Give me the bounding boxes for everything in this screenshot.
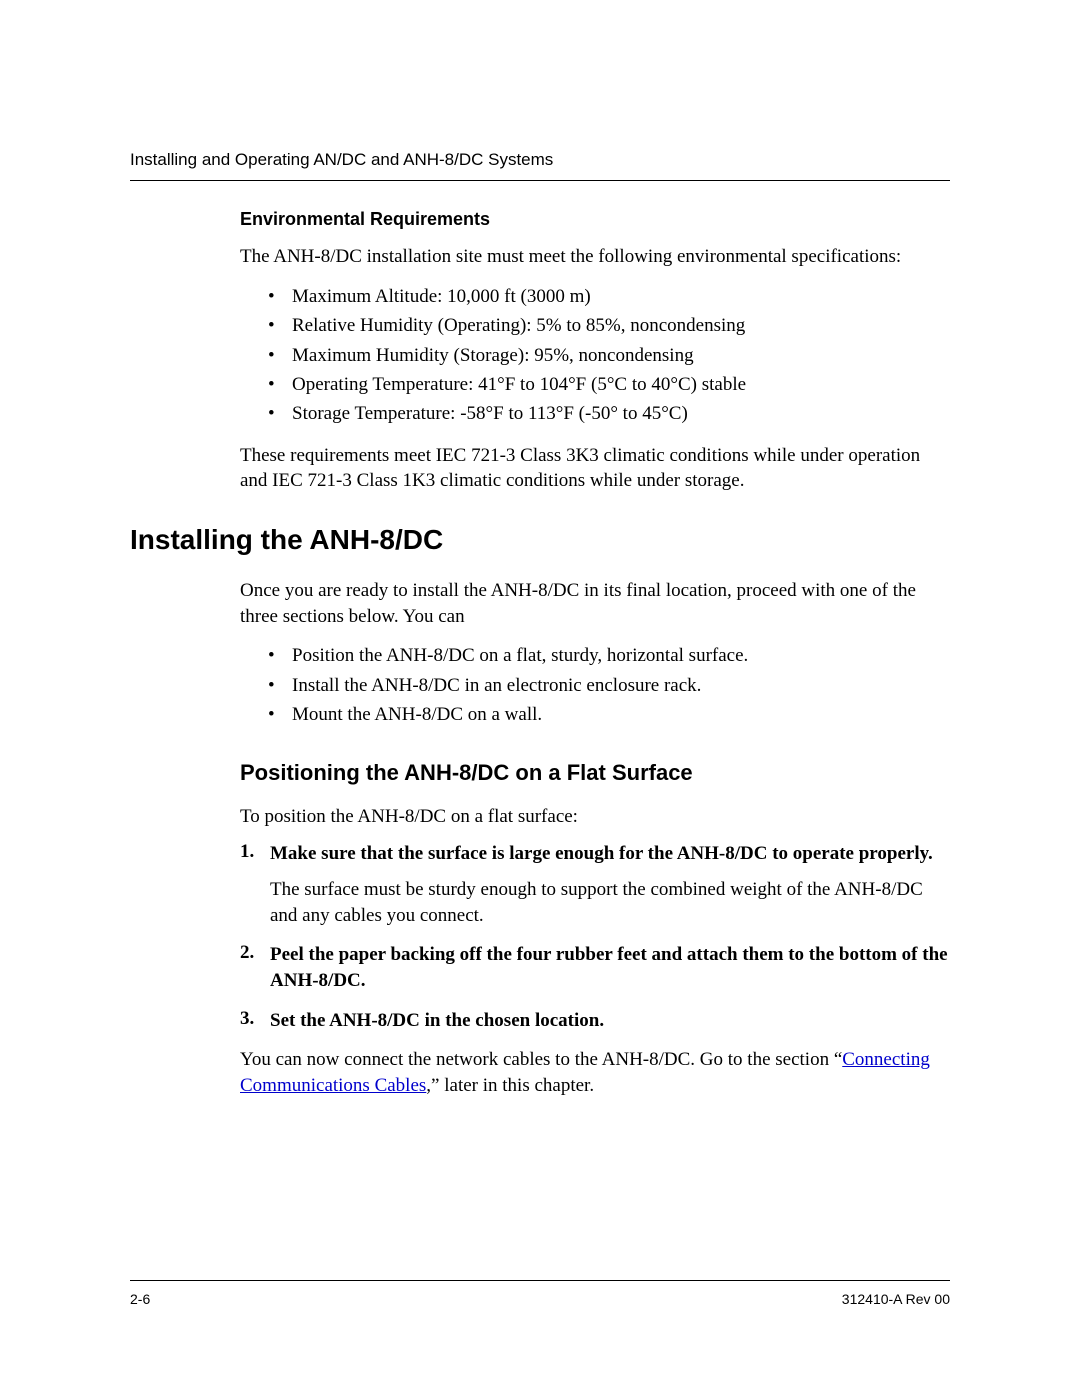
list-item: Maximum Altitude: 10,000 ft (3000 m)	[268, 282, 950, 311]
env-list: Maximum Altitude: 10,000 ft (3000 m) Rel…	[268, 282, 950, 429]
list-item: Relative Humidity (Operating): 5% to 85%…	[268, 311, 950, 340]
step-body: The surface must be sturdy enough to sup…	[270, 877, 950, 928]
document-page: Installing and Operating AN/DC and ANH-8…	[0, 0, 1080, 1170]
step-item: Peel the paper backing off the four rubb…	[240, 942, 950, 993]
list-item: Maximum Humidity (Storage): 95%, noncond…	[268, 341, 950, 370]
env-heading: Environmental Requirements	[240, 209, 950, 230]
step-title: Peel the paper backing off the four rubb…	[270, 942, 950, 993]
list-item: Mount the ANH-8/DC on a wall.	[268, 700, 950, 729]
install-heading: Installing the ANH-8/DC	[130, 524, 950, 556]
list-item: Position the ANH-8/DC on a flat, sturdy,…	[268, 641, 950, 670]
install-intro: Once you are ready to install the ANH-8/…	[240, 578, 950, 629]
positioning-closing: You can now connect the network cables t…	[240, 1047, 950, 1098]
env-intro: The ANH-8/DC installation site must meet…	[240, 244, 950, 270]
closing-post: ,” later in this chapter.	[426, 1075, 594, 1096]
step-title: Set the ANH-8/DC in the chosen location.	[270, 1008, 950, 1034]
positioning-intro: To position the ANH-8/DC on a flat surfa…	[240, 804, 950, 830]
list-item: Install the ANH-8/DC in an electronic en…	[268, 671, 950, 700]
doc-id: 312410-A Rev 00	[842, 1291, 950, 1307]
positioning-section: To position the ANH-8/DC on a flat surfa…	[240, 804, 950, 1099]
step-item: Set the ANH-8/DC in the chosen location.	[240, 1008, 950, 1034]
list-item: Storage Temperature: -58°F to 113°F (-50…	[268, 399, 950, 428]
env-requirements-section: Environmental Requirements The ANH-8/DC …	[240, 209, 950, 494]
step-item: Make sure that the surface is large enou…	[240, 841, 950, 928]
closing-pre: You can now connect the network cables t…	[240, 1049, 842, 1070]
install-options-list: Position the ANH-8/DC on a flat, sturdy,…	[268, 641, 950, 729]
env-closing: These requirements meet IEC 721-3 Class …	[240, 443, 950, 494]
step-title: Make sure that the surface is large enou…	[270, 841, 950, 867]
positioning-heading: Positioning the ANH-8/DC on a Flat Surfa…	[240, 760, 950, 786]
page-number: 2-6	[130, 1291, 150, 1307]
list-item: Operating Temperature: 41°F to 104°F (5°…	[268, 370, 950, 399]
running-header: Installing and Operating AN/DC and ANH-8…	[130, 150, 950, 181]
page-footer: 2-6 312410-A Rev 00	[130, 1280, 950, 1307]
install-section: Once you are ready to install the ANH-8/…	[240, 578, 950, 730]
positioning-steps: Make sure that the surface is large enou…	[240, 841, 950, 1033]
